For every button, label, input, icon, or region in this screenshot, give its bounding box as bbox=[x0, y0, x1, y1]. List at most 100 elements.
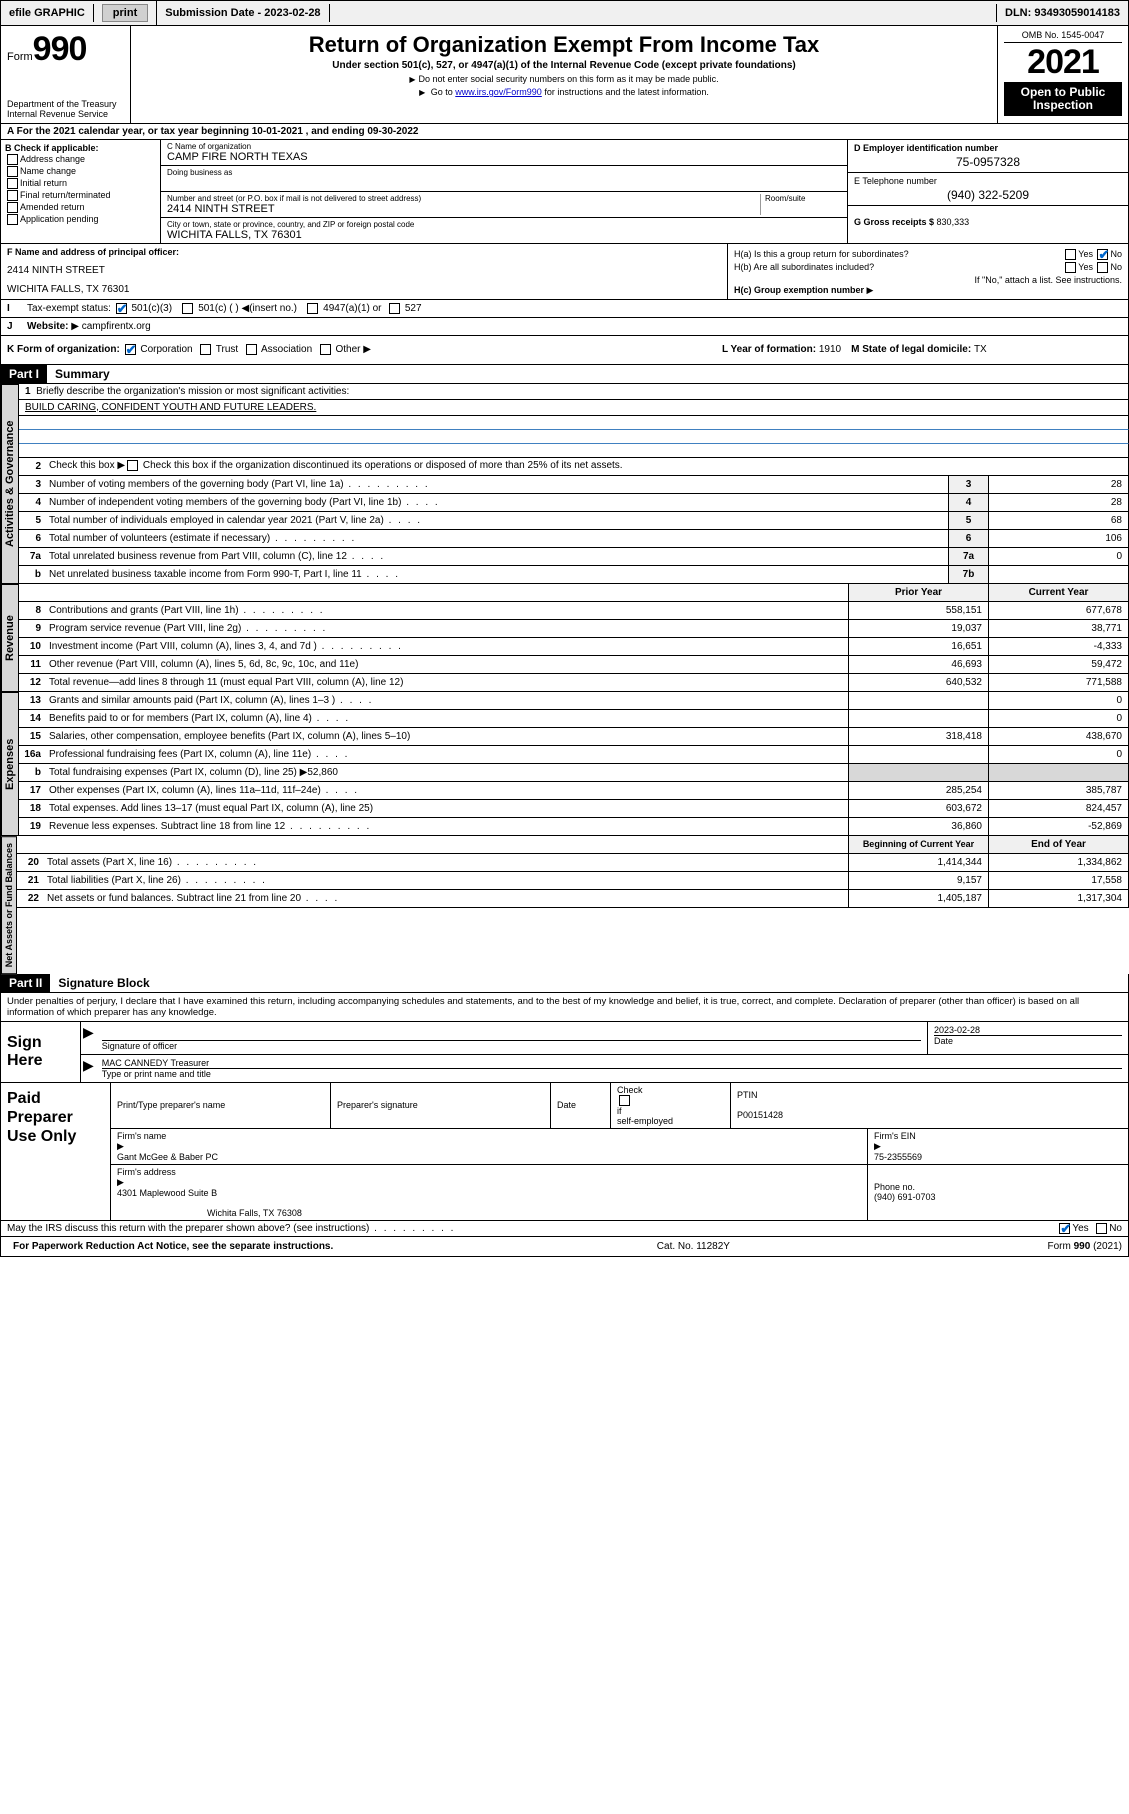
col-b: B Check if applicable: Address change Na… bbox=[1, 140, 161, 243]
c20: 1,334,862 bbox=[988, 854, 1128, 871]
dba-label: Doing business as bbox=[167, 168, 841, 177]
p8: 558,151 bbox=[848, 602, 988, 619]
ptin: P00151428 bbox=[737, 1110, 1122, 1120]
c13: 0 bbox=[988, 692, 1128, 709]
city-label: City or town, state or province, country… bbox=[167, 220, 841, 229]
gross-receipts-label: G Gross receipts $ bbox=[854, 217, 937, 227]
p13 bbox=[848, 692, 988, 709]
chk-discuss-yes[interactable] bbox=[1059, 1223, 1070, 1234]
sig-triangle-icon: ▶ bbox=[81, 1022, 96, 1054]
print-button[interactable]: print bbox=[94, 1, 157, 25]
ein: 75-0957328 bbox=[854, 155, 1122, 169]
chk-line2[interactable] bbox=[127, 460, 138, 471]
c8: 677,678 bbox=[988, 602, 1128, 619]
cat-no: Cat. No. 11282Y bbox=[657, 1241, 730, 1252]
chk-501c[interactable] bbox=[182, 303, 193, 314]
line14: Benefits paid to or for members (Part IX… bbox=[45, 711, 848, 726]
chk-ha-no[interactable] bbox=[1097, 249, 1108, 260]
chk-discuss-no[interactable] bbox=[1096, 1223, 1107, 1234]
c19: -52,869 bbox=[988, 818, 1128, 835]
firm-ein-label: Firm's EIN bbox=[874, 1131, 1122, 1141]
p20: 1,414,344 bbox=[848, 854, 988, 871]
p11: 46,693 bbox=[848, 656, 988, 673]
line15: Salaries, other compensation, employee b… bbox=[45, 729, 848, 744]
discuss-row: May the IRS discuss this return with the… bbox=[0, 1221, 1129, 1237]
val5: 68 bbox=[988, 512, 1128, 529]
prep-selfemp: Check ifself-employed bbox=[611, 1083, 731, 1128]
line3: Number of voting members of the governin… bbox=[45, 477, 948, 492]
year-formation-label: L Year of formation: bbox=[722, 344, 819, 355]
tax-year: 2021 bbox=[1004, 43, 1122, 82]
col-b-header: B Check if applicable: bbox=[5, 143, 99, 153]
line6: Total number of volunteers (estimate if … bbox=[45, 531, 948, 546]
chk-application-pending[interactable] bbox=[7, 214, 18, 225]
street-address: 2414 NINTH STREET bbox=[167, 203, 760, 215]
p19: 36,860 bbox=[848, 818, 988, 835]
chk-527[interactable] bbox=[389, 303, 400, 314]
form-header-right: OMB No. 1545-0047 2021 Open to Public In… bbox=[998, 26, 1128, 123]
line7b: Net unrelated business taxable income fr… bbox=[45, 567, 948, 582]
officer-name: MAC CANNEDY Treasurer bbox=[102, 1058, 1122, 1069]
val7a: 0 bbox=[988, 548, 1128, 565]
line18: Total expenses. Add lines 13–17 (must eq… bbox=[45, 801, 848, 816]
row-a: A For the 2021 calendar year, or tax yea… bbox=[0, 124, 1129, 140]
chk-corp[interactable] bbox=[125, 344, 136, 355]
c11: 59,472 bbox=[988, 656, 1128, 673]
chk-trust[interactable] bbox=[200, 344, 211, 355]
block-bcde: B Check if applicable: Address change Na… bbox=[0, 140, 1129, 244]
ptin-label: PTIN bbox=[737, 1090, 1122, 1100]
line5: Total number of individuals employed in … bbox=[45, 513, 948, 528]
form-header-left: Form990 Department of the Treasury Inter… bbox=[1, 26, 131, 123]
irs-link[interactable]: www.irs.gov/Form990 bbox=[455, 87, 542, 97]
line1-label: Briefly describe the organization's miss… bbox=[36, 386, 349, 397]
paid-preparer-label: Paid Preparer Use Only bbox=[1, 1083, 111, 1220]
line17: Other expenses (Part IX, column (A), lin… bbox=[45, 783, 848, 798]
firm-name: Gant McGee & Baber PC bbox=[117, 1152, 861, 1162]
ein-label: D Employer identification number bbox=[854, 143, 998, 153]
sign-here-block: Sign Here ▶ Signature of officer 2023-02… bbox=[0, 1022, 1129, 1083]
val6: 106 bbox=[988, 530, 1128, 547]
chk-assoc[interactable] bbox=[246, 344, 257, 355]
c16a: 0 bbox=[988, 746, 1128, 763]
hdr-beg: Beginning of Current Year bbox=[848, 836, 988, 853]
paid-preparer-block: Paid Preparer Use Only Print/Type prepar… bbox=[0, 1083, 1129, 1221]
line8: Contributions and grants (Part VIII, lin… bbox=[45, 603, 848, 618]
line10: Investment income (Part VIII, column (A)… bbox=[45, 639, 848, 654]
part1-header: Part I Summary bbox=[0, 365, 1129, 384]
note-link: Go to www.irs.gov/Form990 for instructio… bbox=[137, 87, 991, 97]
c12: 771,588 bbox=[988, 674, 1128, 691]
prep-date-label: Date bbox=[551, 1083, 611, 1128]
chk-other[interactable] bbox=[320, 344, 331, 355]
hdr-prior: Prior Year bbox=[848, 584, 988, 601]
c18: 824,457 bbox=[988, 800, 1128, 817]
mission-text: BUILD CARING, CONFIDENT YOUTH AND FUTURE… bbox=[25, 402, 316, 413]
chk-ha-yes[interactable] bbox=[1065, 249, 1076, 260]
chk-address-change[interactable] bbox=[7, 154, 18, 165]
col-de: D Employer identification number 75-0957… bbox=[848, 140, 1128, 243]
website: campfirentx.org bbox=[82, 321, 151, 332]
section-revenue: Revenue Prior YearCurrent Year 8Contribu… bbox=[0, 584, 1129, 692]
chk-final-return[interactable] bbox=[7, 190, 18, 201]
firm-name-label: Firm's name bbox=[117, 1131, 861, 1141]
chk-hb-no[interactable] bbox=[1097, 262, 1108, 273]
hb-note: If "No," attach a list. See instructions… bbox=[734, 275, 1122, 285]
line16b: Total fundraising expenses (Part IX, col… bbox=[45, 765, 848, 780]
chk-amended-return[interactable] bbox=[7, 202, 18, 213]
chk-selfemp[interactable] bbox=[619, 1095, 630, 1106]
chk-501c3[interactable] bbox=[116, 303, 127, 314]
tab-governance: Activities & Governance bbox=[1, 384, 19, 584]
chk-initial-return[interactable] bbox=[7, 178, 18, 189]
prep-sig-label: Preparer's signature bbox=[331, 1083, 551, 1128]
chk-hb-yes[interactable] bbox=[1065, 262, 1076, 273]
p14 bbox=[848, 710, 988, 727]
tab-netassets: Net Assets or Fund Balances bbox=[1, 836, 17, 974]
omb-number: OMB No. 1545-0047 bbox=[1004, 30, 1122, 43]
row-klm: K Form of organization: Corporation Trus… bbox=[0, 336, 1129, 364]
chk-name-change[interactable] bbox=[7, 166, 18, 177]
section-governance: Activities & Governance 1 Briefly descri… bbox=[0, 384, 1129, 584]
form-title: Return of Organization Exempt From Incom… bbox=[137, 32, 991, 58]
line4: Number of independent voting members of … bbox=[45, 495, 948, 510]
chk-4947[interactable] bbox=[307, 303, 318, 314]
c15: 438,670 bbox=[988, 728, 1128, 745]
section-netassets: Net Assets or Fund Balances Beginning of… bbox=[0, 836, 1129, 974]
